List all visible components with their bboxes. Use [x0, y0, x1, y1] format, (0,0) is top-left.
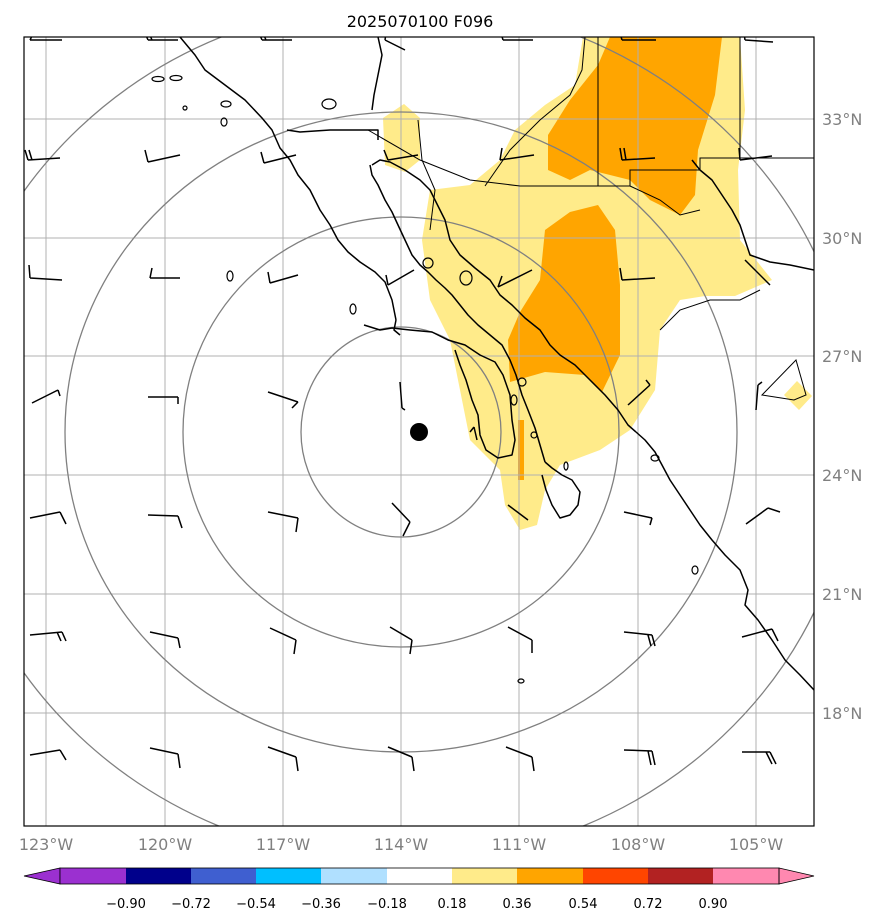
colorbar-segment	[517, 868, 583, 884]
colorbar-segment	[256, 868, 321, 884]
colorbar: −0.90 −0.72 −0.54 −0.36 −0.18 0.18 0.36 …	[23, 867, 815, 912]
colorbar-segment	[648, 868, 713, 884]
lon-tick-labels: 123°W 120°W 117°W 114°W 111°W 108°W 105°…	[19, 835, 784, 854]
lat-tick-label: 21°N	[822, 585, 862, 604]
islands	[151, 74, 699, 684]
colorbar-tick-label: 0.72	[634, 897, 663, 912]
colorbar-segment	[713, 868, 779, 884]
colorbar-segment	[452, 868, 517, 884]
colorbar-segment	[126, 868, 191, 884]
colorbar-tick-label: 0.36	[503, 897, 532, 912]
lon-tick-label: 111°W	[492, 835, 547, 854]
lon-tick-label: 108°W	[611, 835, 666, 854]
colorbar-segment	[387, 868, 452, 884]
lat-tick-label: 33°N	[822, 110, 862, 129]
colorbar-tick-label: −0.90	[106, 897, 146, 912]
colorbar-segment	[191, 868, 256, 884]
map-title: 2025070100 F096	[347, 12, 494, 31]
colorbar-tick-label: 0.90	[699, 897, 728, 912]
colorbar-tick-label: −0.36	[301, 897, 341, 912]
colorbar-tick-label: 0.18	[438, 897, 467, 912]
lat-tick-label: 18°N	[822, 704, 862, 723]
colorbar-tick-label: −0.72	[171, 897, 211, 912]
borders	[367, 37, 814, 401]
lat-tick-label: 24°N	[822, 466, 862, 485]
lat-tick-label: 27°N	[822, 347, 862, 366]
colorbar-extend-high	[778, 867, 815, 885]
storm-center-marker	[410, 423, 428, 441]
anomaly-fill-medium	[508, 205, 620, 392]
lon-tick-label: 120°W	[138, 835, 193, 854]
lat-tick-labels: 18°N 21°N 24°N 27°N 30°N 33°N	[822, 110, 862, 723]
colorbar-segment	[60, 868, 126, 884]
anomaly-fill-light	[784, 381, 812, 410]
lon-tick-label: 117°W	[256, 835, 311, 854]
lon-tick-label: 123°W	[19, 835, 74, 854]
gridlines	[24, 37, 814, 826]
colorbar-extend-low	[23, 867, 61, 885]
lon-tick-label: 105°W	[729, 835, 784, 854]
colorbar-segment	[321, 868, 387, 884]
lat-tick-label: 30°N	[822, 229, 862, 248]
colorbar-tick-label: −0.54	[236, 897, 276, 912]
lon-tick-label: 114°W	[374, 835, 429, 854]
colorbar-tick-label: −0.18	[367, 897, 407, 912]
colorbar-segment	[583, 868, 648, 884]
map-frame	[23, 36, 815, 827]
coastlines	[179, 37, 814, 691]
wind-barbs	[24, 37, 781, 772]
colorbar-frame	[59, 867, 780, 885]
colorbar-tick-label: 0.54	[569, 897, 598, 912]
map-area	[24, 37, 814, 826]
